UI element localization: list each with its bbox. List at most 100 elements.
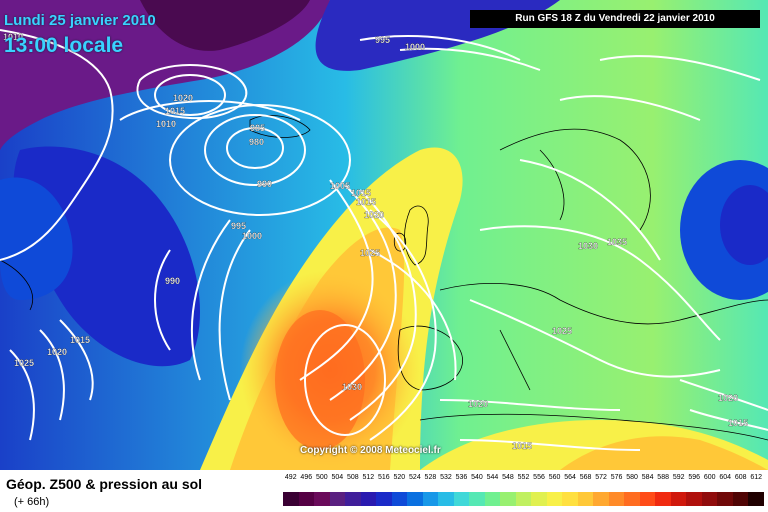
legend-label: 604	[719, 474, 732, 481]
isobar-label: 1010	[3, 32, 23, 42]
valid-time: 13:00 locale	[4, 34, 124, 57]
legend-swatch	[314, 492, 330, 506]
forecast-offset: (+ 66h)	[14, 496, 50, 508]
isobar-1020-iceland	[154, 74, 226, 116]
legend-label: 576	[610, 474, 623, 481]
coast-ireland	[393, 232, 407, 252]
coast-britain	[404, 205, 429, 266]
isobar-1020-mid	[369, 209, 437, 441]
field-south-warmer	[560, 436, 768, 470]
map-footer: Géop. Z500 & pression au sol (+ 66h) 492…	[0, 470, 768, 512]
valid-date: Lundi 25 janvier 2010	[4, 12, 156, 29]
legend-label: 612	[750, 474, 763, 481]
isobar-1010-west	[0, 29, 114, 261]
legend-swatch	[376, 492, 392, 506]
legend-label: 516	[378, 474, 390, 481]
isobar-label: 1010	[156, 119, 176, 129]
isobar-1015-west	[59, 319, 94, 401]
coast-iceland	[249, 115, 311, 138]
coast-scandinavia	[499, 128, 651, 231]
isobar-label: 1015	[70, 335, 90, 345]
legend-label: 608	[734, 474, 747, 481]
isobar-980	[226, 127, 284, 169]
isobar-1025-mid	[369, 249, 457, 381]
coast-europe-north	[439, 283, 768, 325]
legend-label: 536	[455, 474, 468, 481]
isobar-labels: 1010 995 1000 1020 1015 1010 985 980 990…	[3, 32, 748, 451]
isobar-label: 1030	[578, 241, 598, 251]
map-svg: 1010 995 1000 1020 1015 1010 985 980 990…	[0, 0, 768, 470]
legend-swatch	[422, 492, 439, 506]
field-coldest-north	[140, 0, 310, 51]
legend-label: 560	[548, 474, 561, 481]
isobar-1025-west	[9, 349, 35, 441]
legend-swatch	[515, 492, 532, 506]
legend-swatch	[329, 492, 346, 506]
legend-label: 600	[703, 474, 716, 481]
legend-swatch	[298, 492, 315, 506]
legend-swatch	[562, 492, 578, 506]
legend-swatch	[484, 492, 501, 506]
legend-label: 492	[284, 474, 297, 481]
isobar-north-east-1	[559, 95, 701, 121]
coast-italy	[499, 329, 531, 391]
legend-label: 568	[579, 474, 592, 481]
legend-label: 588	[657, 474, 669, 481]
legend-color-bar	[283, 492, 764, 506]
legend-swatch	[531, 492, 547, 506]
legend-swatch	[655, 492, 671, 506]
legend-label: 580	[626, 474, 638, 481]
legend-swatch	[748, 492, 764, 506]
isobar-1015-iceland	[136, 64, 248, 120]
isobar-1000-atlantic	[218, 229, 251, 401]
legend-label: 524	[409, 474, 421, 481]
isobar-label: 1015	[512, 441, 532, 451]
legend-label: 552	[517, 474, 530, 481]
legend-label: 540	[471, 474, 483, 481]
isobar-label: 1025	[360, 248, 380, 258]
legend-label: 508	[346, 474, 359, 481]
coastlines	[0, 115, 768, 441]
isobar-1035-europe	[519, 159, 661, 261]
legend-swatch	[500, 492, 516, 506]
isobar-1030-europe	[479, 225, 721, 341]
legend-label: 564	[564, 474, 576, 481]
field-atlantic-trough-west	[0, 177, 73, 300]
isobar-1015-east	[689, 409, 768, 431]
legend-label: 556	[533, 474, 545, 481]
legend-label: 496	[300, 474, 313, 481]
model-run-banner: Run GFS 18 Z du Vendredi 22 janvier 2010	[470, 10, 760, 28]
isobar-1025-balkans	[469, 299, 721, 378]
field-atlantic-trough	[13, 146, 200, 367]
isobar-995-north	[359, 35, 521, 61]
isobar-1015-africa	[459, 439, 641, 451]
isobar-label: 1020	[47, 347, 67, 357]
legend-swatch	[407, 492, 423, 506]
legend-label: 592	[672, 474, 685, 481]
product-title: Géop. Z500 & pression au sol	[6, 476, 203, 492]
isobar-label: 995	[375, 35, 390, 45]
isobar-label: 1015	[356, 197, 376, 207]
legend-label: 548	[502, 474, 514, 481]
legend-swatch	[639, 492, 656, 506]
isobar-label: 1015	[165, 106, 185, 116]
isobar-985	[204, 114, 306, 186]
legend-swatch	[577, 492, 594, 506]
legend-swatch	[608, 492, 625, 506]
isobar-label: 1035	[607, 237, 627, 247]
isobar-1020-med	[439, 399, 621, 411]
isobar-1000-north	[399, 47, 541, 71]
isobar-1010-iceland	[119, 100, 301, 121]
legend-label: 504	[331, 474, 344, 481]
isobar-label: 995	[231, 221, 246, 231]
legend-swatch	[345, 492, 361, 506]
isobar-label: 1025	[552, 326, 572, 336]
isobar-label: 1020	[173, 93, 193, 103]
field-cold-east-core	[720, 185, 768, 265]
legend-swatch	[686, 492, 702, 506]
isobar-990-atlantic	[154, 249, 171, 351]
legend-label: 544	[486, 474, 499, 481]
isobar-1020-east	[679, 379, 768, 411]
coast-baltic	[539, 149, 565, 221]
